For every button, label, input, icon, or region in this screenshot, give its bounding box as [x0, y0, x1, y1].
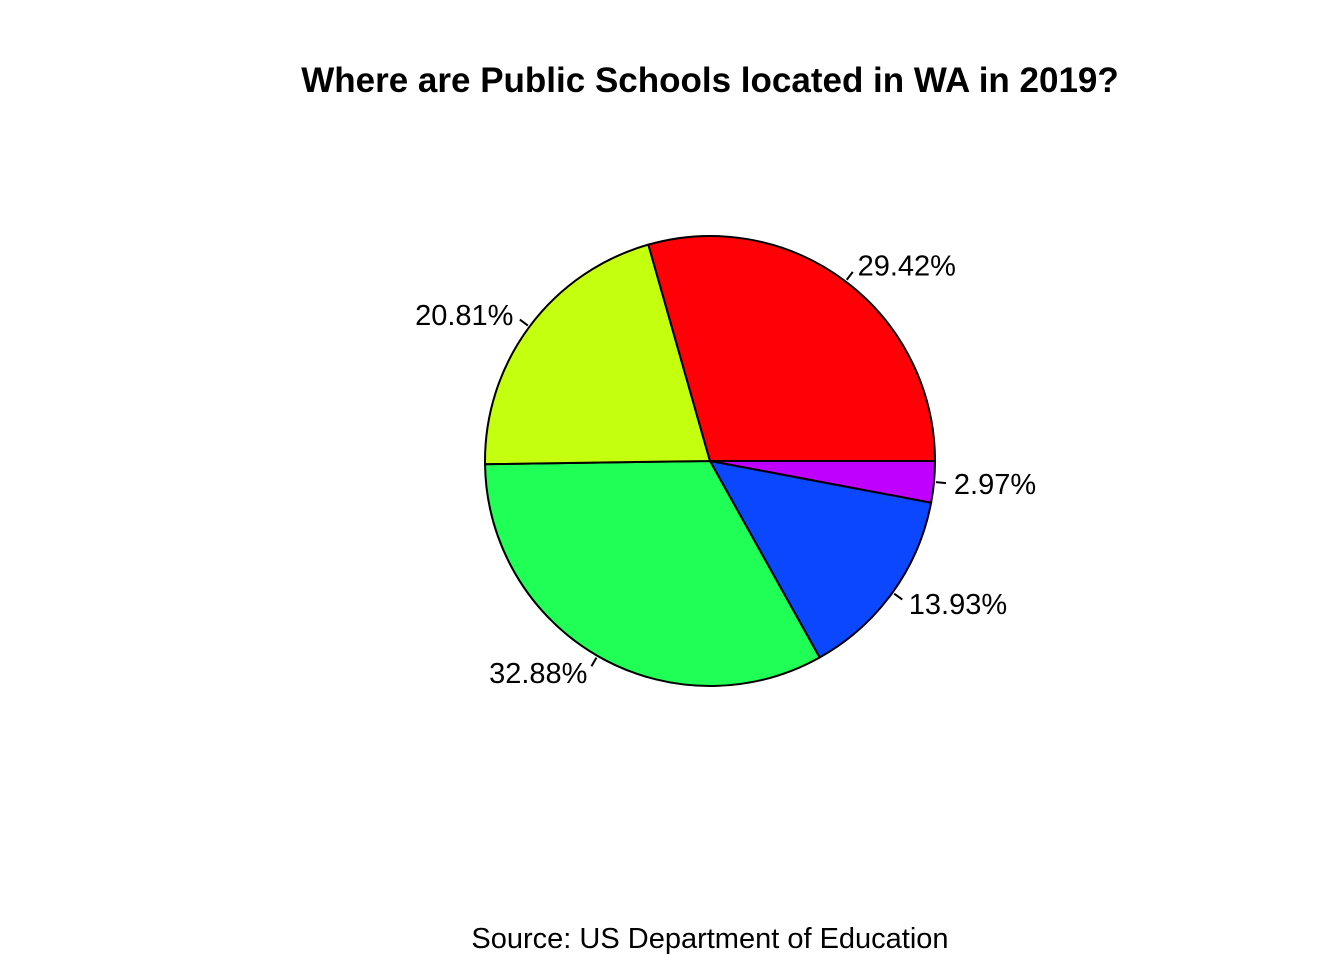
chart-title: Where are Public Schools located in WA i…	[301, 61, 1119, 100]
pie-slice-4	[647, 235, 937, 462]
label-tick-2	[590, 657, 598, 667]
slice-label-2: 32.88%	[489, 658, 587, 690]
label-tick-4	[845, 271, 854, 281]
label-tick-1	[893, 592, 903, 601]
slice-label-3: 20.81%	[415, 300, 513, 332]
pie-labels: 2.97% 13.93% 32.88% 20.81% 29.42%	[415, 250, 1036, 690]
pie-slice-3	[484, 243, 712, 466]
label-tick-3	[519, 318, 529, 327]
pie-slice-2	[484, 459, 822, 687]
slice-label-0: 2.97%	[954, 469, 1036, 501]
pie-slices	[484, 235, 937, 687]
pie-slice-1	[708, 459, 933, 659]
source-note: Source: US Department of Education	[471, 923, 948, 955]
slice-label-1: 13.93%	[909, 589, 1007, 621]
slice-label-4: 29.42%	[858, 250, 956, 282]
label-tick-0	[935, 481, 947, 485]
